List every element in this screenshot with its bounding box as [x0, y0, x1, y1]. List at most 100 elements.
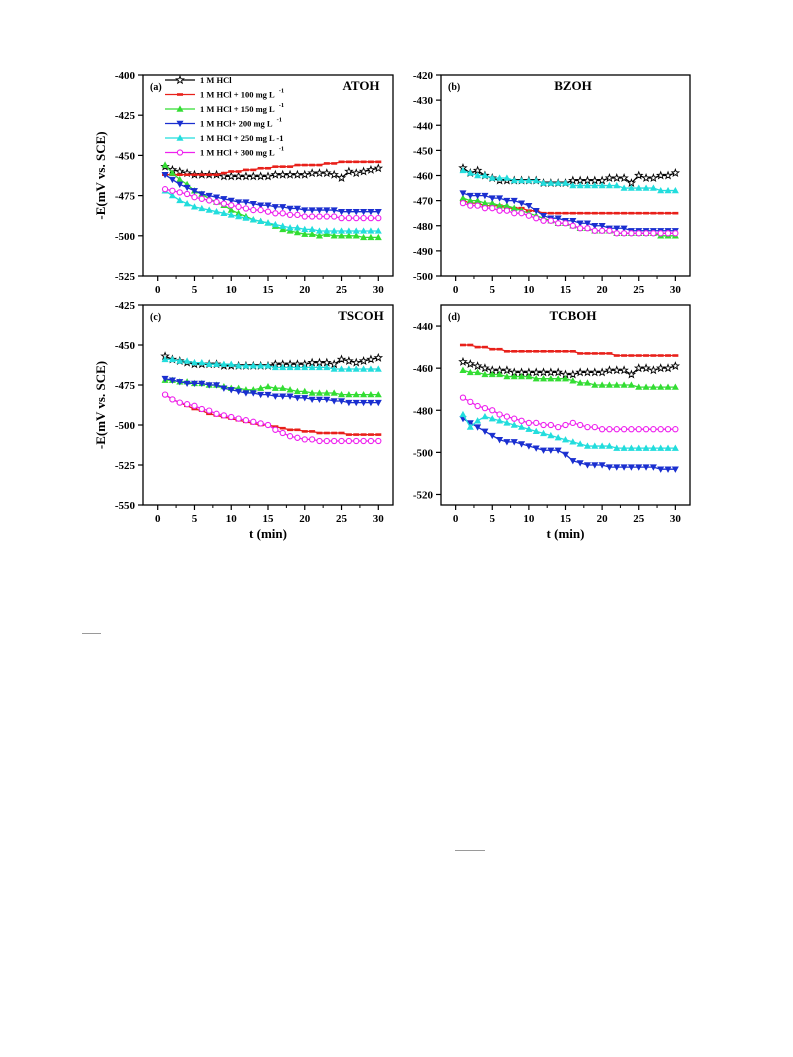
data-point — [375, 214, 382, 222]
series-2 — [162, 393, 382, 436]
data-point — [540, 179, 548, 186]
data-point — [360, 390, 368, 398]
data-point — [576, 225, 584, 232]
data-point — [235, 212, 243, 220]
x-tick-label: 5 — [490, 513, 496, 525]
data-point — [198, 380, 206, 388]
data-point — [338, 160, 345, 164]
data-point — [360, 227, 368, 234]
data-point — [577, 211, 584, 215]
legend-entry: 1 M HCl + 100 mg L -1 — [165, 88, 284, 100]
data-point — [518, 200, 526, 207]
data-point — [599, 352, 606, 355]
data-point — [353, 160, 360, 164]
data-point — [655, 170, 666, 180]
data-point — [323, 437, 330, 445]
data-point — [228, 170, 235, 173]
data-point — [301, 207, 309, 214]
data-point — [353, 437, 360, 445]
data-point — [496, 174, 504, 181]
data-point — [489, 407, 496, 414]
data-point — [286, 393, 294, 400]
data-point — [301, 363, 309, 371]
data-point — [272, 425, 279, 428]
legend-label: 1 M HCl + 150 mg L -1 — [200, 102, 284, 114]
data-point — [481, 428, 489, 435]
data-point — [168, 355, 176, 363]
data-point — [264, 382, 272, 390]
legend-entry: 1 M HCl + 150 mg L -1 — [165, 102, 284, 114]
data-point — [351, 168, 361, 178]
data-point — [286, 227, 294, 234]
data-point — [672, 230, 679, 237]
data-point — [250, 418, 257, 425]
data-point — [360, 233, 368, 241]
data-point — [161, 391, 169, 398]
x-tick-label: 15 — [263, 513, 275, 525]
data-point — [205, 192, 213, 200]
data-point — [344, 166, 354, 176]
legend-marker — [176, 105, 184, 112]
data-point — [292, 169, 303, 179]
data-point — [213, 208, 221, 215]
data-point — [358, 356, 369, 366]
data-point — [227, 360, 235, 367]
data-point — [634, 363, 644, 373]
data-point — [286, 433, 294, 440]
data-point — [613, 230, 620, 237]
data-point — [584, 211, 591, 215]
data-point — [635, 184, 643, 191]
data-point — [481, 412, 489, 420]
data-point — [525, 425, 533, 432]
data-point — [270, 169, 281, 179]
data-point — [569, 438, 577, 445]
data-point — [643, 211, 650, 215]
data-point — [612, 365, 622, 375]
data-point — [308, 396, 316, 404]
data-point — [161, 355, 169, 363]
data-point — [568, 369, 578, 379]
data-point — [213, 360, 221, 367]
data-point — [213, 194, 221, 201]
data-point — [367, 433, 374, 436]
data-point — [518, 417, 525, 424]
data-point — [664, 383, 672, 390]
x-tick-label: 30 — [373, 284, 385, 296]
legend-marker — [176, 134, 184, 141]
data-point — [525, 176, 533, 184]
legend-label: 1 M HCl — [200, 75, 232, 85]
data-point — [597, 367, 607, 377]
data-point — [657, 230, 664, 237]
data-point — [293, 363, 301, 371]
data-point — [264, 391, 272, 399]
data-point — [374, 399, 382, 407]
data-point — [248, 171, 259, 181]
data-point — [315, 389, 323, 396]
data-point — [336, 354, 347, 364]
data-point — [540, 217, 547, 224]
data-point — [190, 380, 198, 388]
data-point — [330, 389, 338, 396]
data-point — [213, 410, 220, 417]
data-point — [301, 163, 308, 167]
data-point — [613, 426, 620, 433]
data-point — [271, 384, 279, 391]
data-point — [664, 466, 672, 473]
data-point — [176, 196, 184, 204]
data-point — [503, 372, 511, 380]
data-point — [198, 204, 206, 212]
y-tick-label: -550 — [115, 500, 136, 512]
data-point — [649, 464, 657, 471]
data-point — [257, 206, 264, 214]
series-2 — [459, 343, 679, 357]
data-point — [219, 171, 229, 181]
data-point — [360, 399, 368, 407]
data-point — [671, 383, 679, 390]
data-point — [657, 444, 665, 451]
data-point — [591, 423, 598, 431]
series-1 — [160, 161, 384, 182]
legend-entry: 1 M HCl+ 200 mg L -1 — [165, 117, 282, 129]
data-point — [286, 224, 294, 231]
data-point — [331, 431, 338, 435]
series-5 — [459, 166, 679, 194]
